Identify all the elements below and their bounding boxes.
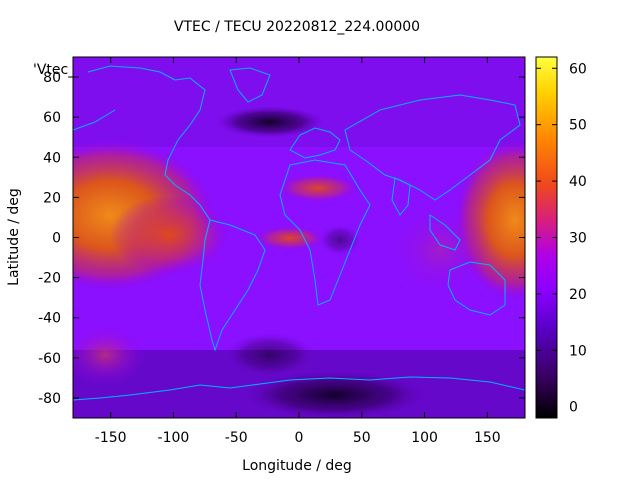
colorbar-tick-label: 30 — [569, 231, 587, 247]
dark-africa-south — [320, 225, 360, 255]
coast-greenland — [229, 67, 271, 103]
x-tick-label: -150 — [95, 430, 127, 446]
y-tick-label: 80 — [43, 70, 61, 86]
y-axis: -80 -60 -40 -20 0 20 40 60 80 — [38, 70, 525, 407]
x-tick-label: -50 — [225, 430, 248, 446]
x-tick-label: 0 — [295, 430, 304, 446]
warm-africa — [278, 174, 358, 202]
y-tick-label: 60 — [43, 110, 61, 126]
dark-south-atlantic — [225, 333, 315, 377]
x-tick-label: 150 — [474, 430, 501, 446]
x-axis: -150 -100 -50 0 50 100 150 — [95, 57, 501, 446]
series-key-label: 'Vtec_ — [33, 62, 76, 78]
colorbar-axis: 0 10 20 30 40 50 60 — [536, 61, 587, 416]
coast-arctic — [73, 109, 116, 131]
coast-australia — [447, 261, 506, 316]
warm-band-pacific — [110, 195, 230, 275]
y-tick-label: -60 — [38, 351, 61, 367]
coast-se-asia — [429, 214, 461, 251]
coast-asia — [344, 94, 521, 201]
coastlines — [73, 65, 525, 401]
x-tick-label: -100 — [158, 430, 190, 446]
dark-north-polar — [215, 106, 325, 138]
coast-south-america — [199, 219, 266, 352]
heatmap-field — [73, 57, 525, 418]
colorbar-tick-label: 10 — [569, 343, 587, 359]
dark-south-polar — [240, 370, 430, 418]
y-tick-label: 40 — [43, 150, 61, 166]
y-tick-label: -80 — [38, 391, 61, 407]
colorbar-tick-label: 40 — [569, 174, 587, 190]
y-tick-label: -40 — [38, 311, 61, 327]
coast-africa — [279, 159, 371, 306]
colorbar-tick-label: 50 — [569, 118, 587, 134]
x-tick-label: 100 — [411, 430, 438, 446]
colorbar-tick-label: 60 — [569, 61, 587, 77]
y-tick-label: 0 — [52, 231, 61, 247]
coast-north-america — [87, 65, 211, 221]
coast-antarctica — [73, 376, 525, 401]
chart-title: VTEC / TECU 20220812_224.00000 — [174, 19, 420, 35]
coast-india — [391, 177, 411, 216]
coast-europe — [289, 127, 341, 159]
pink-indian — [390, 205, 490, 295]
y-axis-title: Latitude / deg — [6, 188, 22, 286]
y-tick-label: -20 — [38, 271, 61, 287]
pink-south-pacific — [73, 325, 145, 385]
x-axis-title: Longitude / deg — [242, 458, 352, 474]
warm-atlantic — [255, 226, 325, 250]
x-tick-label: 50 — [353, 430, 371, 446]
colorbar-tick-label: 0 — [569, 400, 578, 416]
colorbar-tick-label: 20 — [569, 287, 587, 303]
y-tick-label: 20 — [43, 190, 61, 206]
